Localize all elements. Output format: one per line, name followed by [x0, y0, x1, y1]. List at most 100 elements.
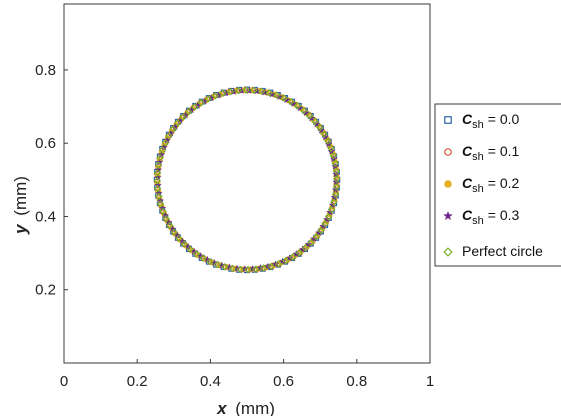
data-point: [236, 265, 244, 274]
data-point: [319, 222, 327, 230]
x-tick-label: 0.8: [346, 373, 367, 390]
data-point: [329, 151, 338, 160]
legend-box: [434, 103, 561, 267]
data-point: [170, 228, 178, 236]
x-tick-label: 1: [426, 373, 434, 390]
data-point: [332, 167, 340, 175]
data-point: [316, 123, 324, 132]
data-point: [204, 95, 212, 103]
data-point: [213, 260, 221, 269]
data-point: [169, 125, 177, 133]
data-point: [315, 228, 323, 236]
data-point: [244, 265, 252, 274]
data-point: [331, 190, 340, 199]
data-point: [265, 89, 274, 97]
data-point: [293, 102, 302, 110]
data-point: [282, 96, 291, 104]
data-point: [327, 144, 335, 152]
data-point: [332, 175, 341, 183]
y-axis-title: y (mm): [11, 176, 30, 235]
data-point: [296, 104, 304, 112]
data-point: [161, 139, 170, 147]
data-point: [153, 177, 162, 185]
svg-text:y (mm): y (mm): [11, 176, 30, 235]
data-point: [331, 159, 339, 168]
data-point: [259, 264, 268, 272]
data-point: [289, 99, 298, 107]
legend-entry-0: Csh = 0.0: [462, 111, 519, 131]
data-point: [320, 130, 328, 138]
y-tick-label: 0.4: [35, 208, 56, 225]
data-point: [226, 87, 235, 96]
data-point: [191, 103, 199, 111]
data-point: [311, 117, 319, 126]
x-tick-label: 0: [60, 373, 68, 390]
data-point: [165, 132, 173, 140]
data-point: [327, 205, 336, 214]
data-point: [155, 192, 163, 201]
x-axis-unit: (mm): [235, 399, 275, 416]
x-tick-label: 0.6: [273, 373, 294, 390]
data-point: [282, 257, 290, 265]
data-point: [275, 92, 284, 100]
data-point: [153, 169, 162, 177]
data-point: [268, 90, 276, 98]
data-point: [197, 98, 206, 107]
data-point: [252, 265, 260, 273]
data-point: [154, 181, 162, 189]
legend-entry-4: Perfect circle: [462, 243, 543, 259]
data-point: [324, 213, 333, 221]
series-4: [153, 86, 341, 274]
data-point: [273, 91, 281, 99]
data-point: [324, 137, 332, 145]
x-tick-label: 0.2: [127, 373, 148, 390]
data-point: [211, 92, 220, 100]
plot-frame: [63, 3, 431, 364]
data-point: [312, 233, 321, 241]
data-point: [288, 253, 297, 261]
legend-entry-1: Csh = 0.1: [462, 143, 519, 163]
ticks-layer: 0 0.2 0.4 0.6 0.8 1 0.2 0.4 0.6 0.8: [35, 62, 434, 390]
y-tick-label: 0.2: [35, 282, 56, 299]
legend-marker-0: [444, 116, 452, 124]
x-tick-label: 0.4: [200, 373, 221, 390]
data-point: [156, 200, 165, 208]
y-tick-label: 0.6: [35, 135, 56, 152]
legend-entry-2: Csh = 0.2: [462, 175, 519, 195]
data-point: [175, 234, 183, 242]
legend-marker-1: [444, 148, 452, 156]
data-point: [321, 220, 329, 228]
data-point: [154, 184, 162, 193]
x-axis-symbol: x: [216, 399, 228, 416]
data-point: [166, 221, 174, 230]
data-point: [267, 262, 275, 271]
data-point: [186, 245, 194, 253]
data-point: [304, 240, 313, 248]
x-axis-title: x (mm): [216, 399, 275, 416]
data-point: [199, 254, 207, 262]
data-point: [317, 226, 325, 235]
data-point: [330, 198, 338, 206]
data-point: [234, 86, 242, 95]
data-point: [306, 111, 314, 120]
data-point: [287, 97, 295, 106]
data-point: [292, 250, 301, 258]
data-point: [260, 88, 269, 96]
data-point: [158, 146, 167, 154]
data-point: [280, 94, 288, 102]
data-point: [332, 182, 341, 191]
data-point: [300, 106, 308, 115]
data-point: [206, 257, 214, 266]
legend-marker-4: [443, 247, 453, 257]
data-point: [219, 89, 227, 98]
data-point: [179, 113, 187, 121]
data-point: [274, 260, 283, 268]
data-point: [298, 245, 307, 253]
y-tick-label: 0.8: [35, 62, 56, 79]
data-point: [159, 207, 167, 216]
data-points-layer: [153, 86, 341, 274]
data-point: [154, 161, 163, 169]
data-point: [173, 119, 182, 127]
data-point: [184, 107, 193, 116]
